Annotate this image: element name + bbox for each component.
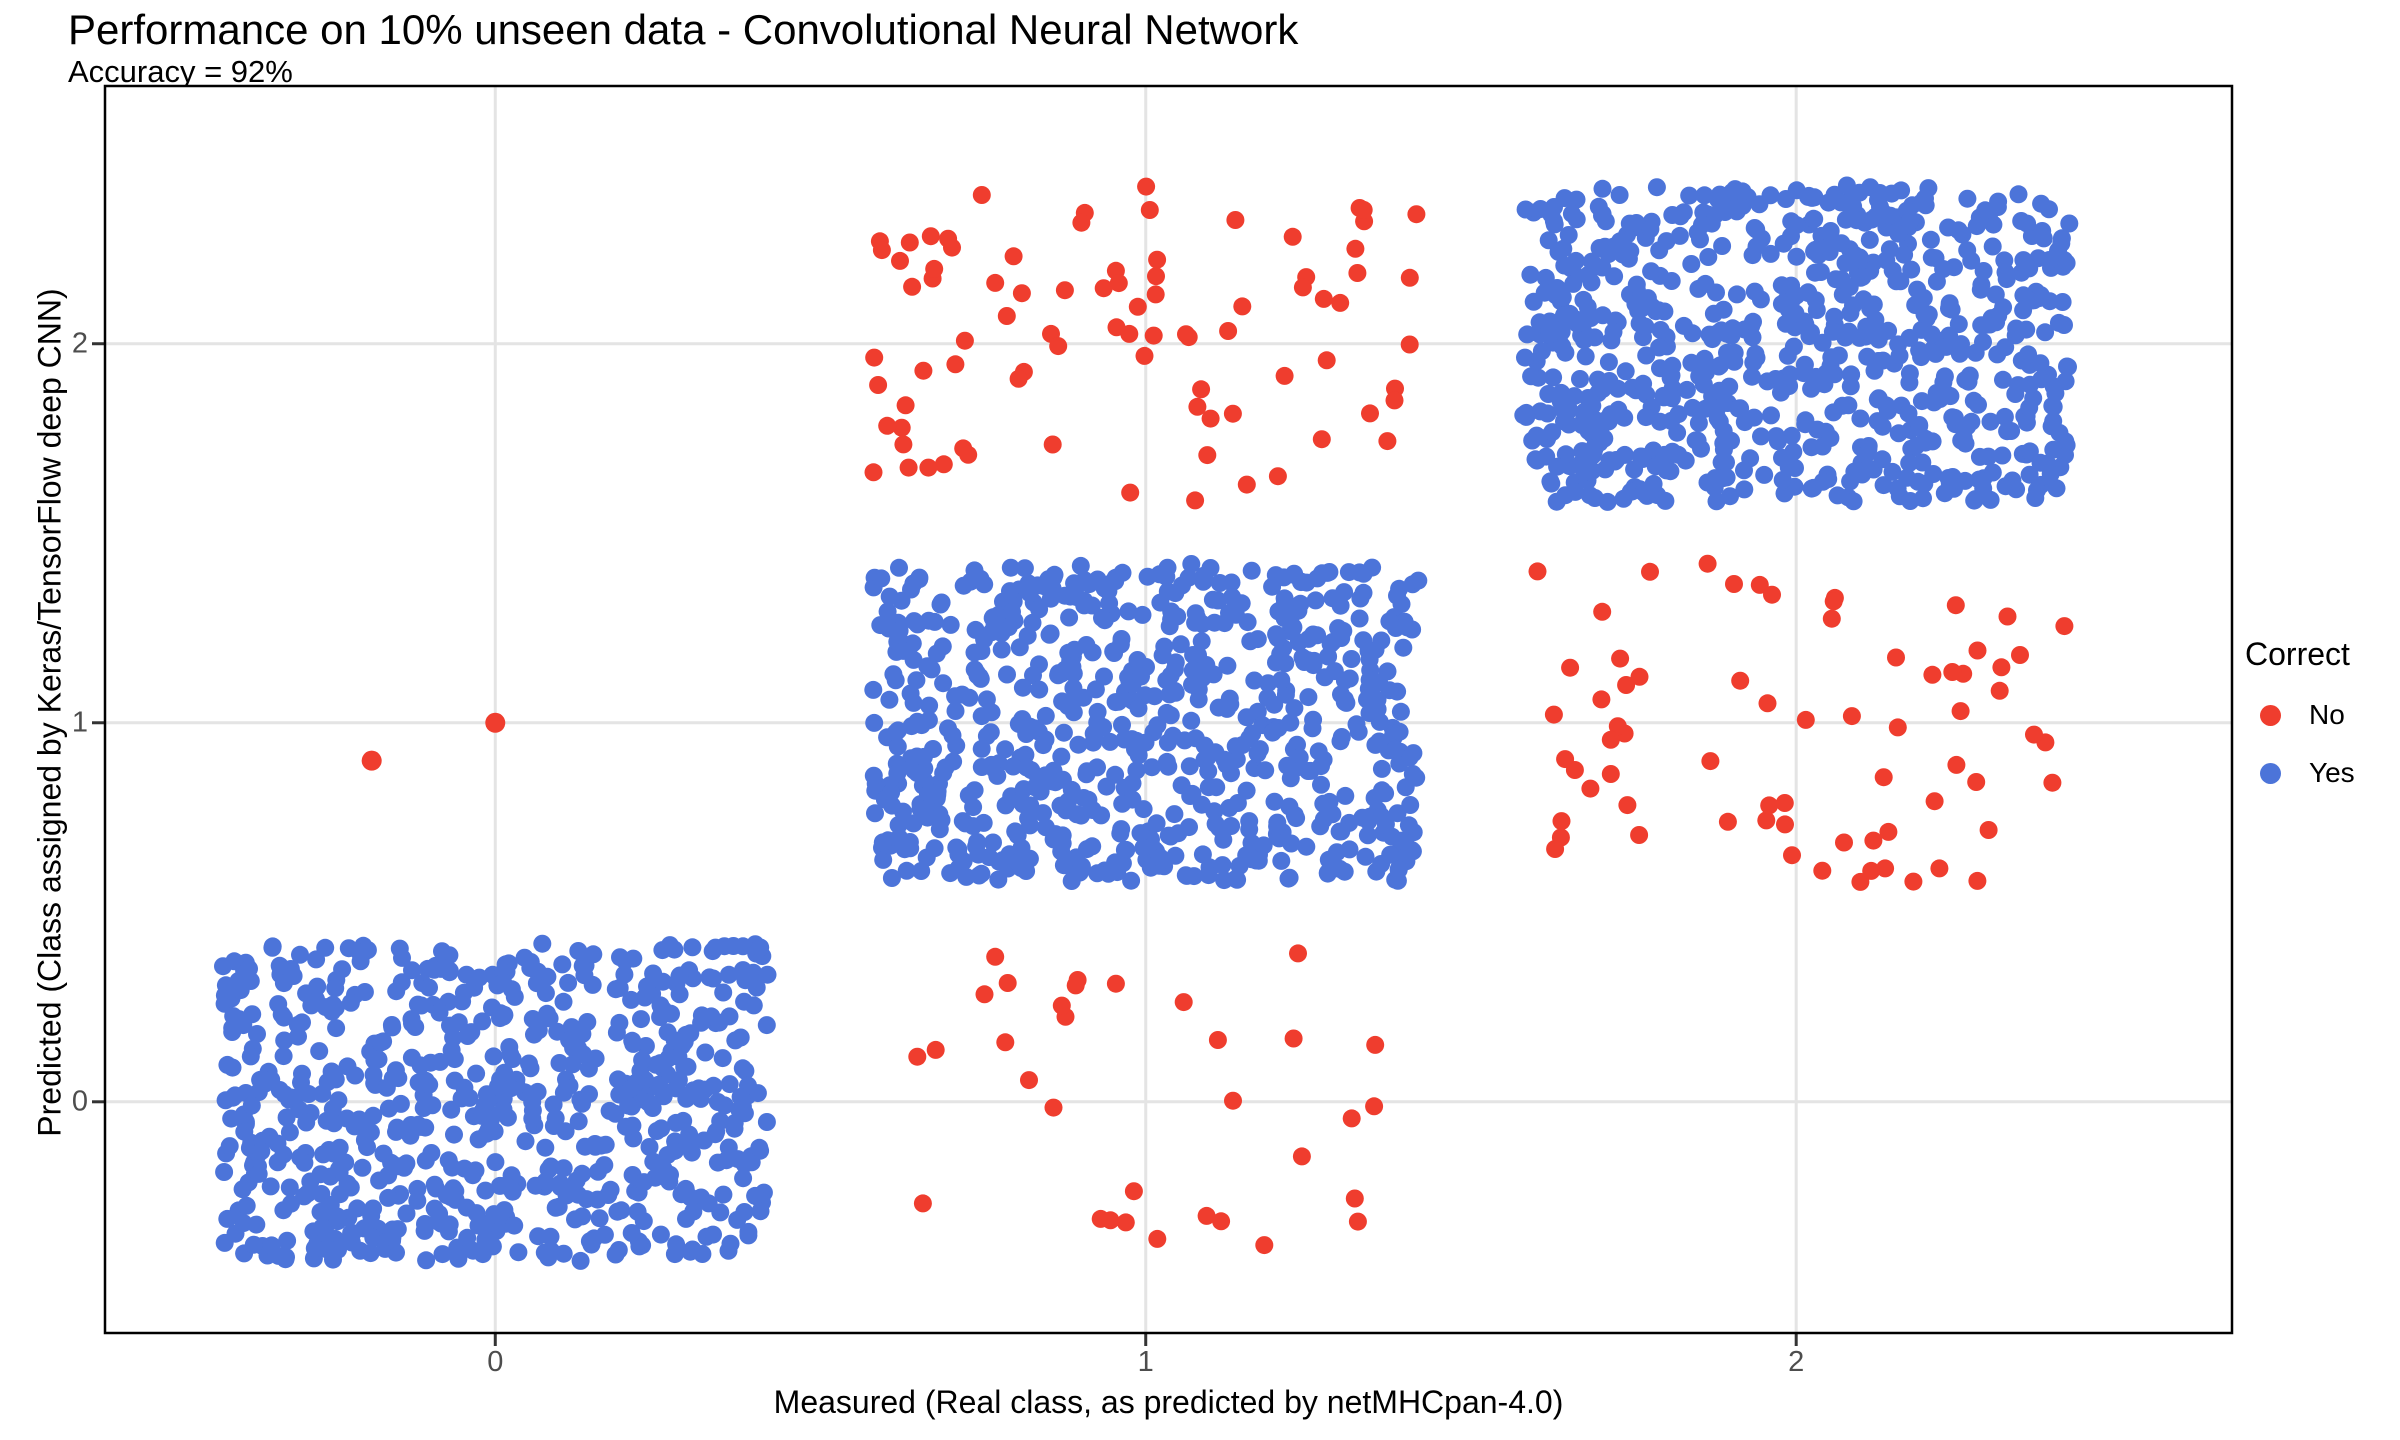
x-tick-label-2: 2: [1788, 1346, 1805, 1378]
legend-item-no: No: [2245, 695, 2395, 735]
y-axis-title: Predicted (Class assigned by Keras/Tenso…: [31, 288, 68, 1137]
points-cluster-m2-p2: [1514, 176, 2079, 511]
x-axis-title: Measured (Real class, as predicted by ne…: [773, 1384, 1564, 1420]
points-cluster-m1-p2: [864, 177, 1426, 510]
x-tick-label-1: 1: [1137, 1346, 1154, 1378]
legend-label: No: [2309, 699, 2345, 730]
y-tick-label-0: 0: [71, 1085, 88, 1118]
points-cluster-m1-p1: [864, 555, 1428, 890]
legend: Correct No Yes: [2245, 636, 2395, 811]
chart-title: Performance on 10% unseen data - Convolu…: [68, 6, 1299, 53]
legend-swatch-yes-icon: [2260, 762, 2281, 784]
points-cluster-m1-p0: [908, 944, 1385, 1255]
y-tick-label-1: 1: [71, 706, 88, 739]
legend-label: Yes: [2309, 757, 2355, 788]
legend-title: Correct: [2245, 636, 2350, 672]
outlier-points: [361, 712, 506, 771]
legend-swatch-no-icon: [2260, 704, 2281, 726]
y-tick-label-2: 2: [71, 327, 88, 360]
x-tick-label-0: 0: [487, 1346, 504, 1378]
chart-subtitle: Accuracy = 92%: [68, 54, 293, 89]
legend-items: No Yes: [2245, 695, 2395, 793]
legend-item-yes: Yes: [2245, 753, 2395, 793]
points-cluster-m0-p0: [214, 934, 777, 1270]
points-cluster-m2-p1: [1528, 554, 2074, 891]
panel-border: [103, 84, 2234, 1335]
axis-tick-marks: [92, 342, 1798, 1346]
